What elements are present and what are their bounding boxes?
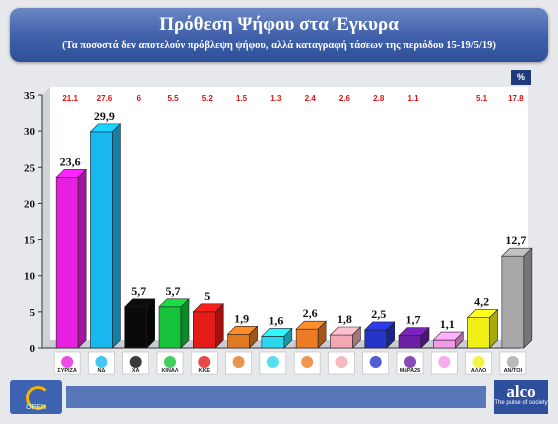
party-logo-mark [438, 356, 450, 368]
bar [159, 307, 181, 348]
party-logo-mark [95, 356, 107, 368]
category-label: ΣΥΡΙΖΑ [57, 368, 77, 374]
bar-value-label: 12,7 [505, 233, 526, 247]
party-logo-mark [130, 356, 142, 368]
bar [296, 329, 318, 348]
bar [399, 336, 421, 348]
category-label: ΚΙΝΑΛ [161, 368, 178, 374]
previous-value-label: 1.3 [270, 94, 282, 103]
party-logo-mark [370, 356, 382, 368]
previous-value-label: 5.2 [202, 94, 214, 103]
open-logo-icon: OPEN [10, 380, 62, 414]
alco-logo: alco The pulse of society [494, 380, 548, 414]
category-label: ΚΚΕ [198, 368, 210, 374]
previous-value-label: 27.6 [97, 94, 113, 103]
party-logo-mark [164, 356, 176, 368]
footer-bar [66, 386, 486, 408]
previous-value-label: 2.4 [305, 94, 317, 103]
previous-value-label: 2.8 [373, 94, 385, 103]
bar [90, 132, 112, 348]
bar-value-label: 29,9 [94, 109, 115, 123]
footer: OPEN alco The pulse of society [10, 380, 548, 414]
previous-value-label: 5.1 [476, 94, 488, 103]
y-tick-label: 10 [24, 271, 36, 283]
previous-value-label: 1.1 [407, 94, 419, 103]
bar [125, 307, 147, 348]
category-label: ΜέΡΑ25 [400, 368, 420, 374]
bar-value-label: 1,6 [268, 313, 283, 327]
open-logo-text: OPEN [10, 404, 62, 411]
bar-value-label: 1,9 [234, 311, 249, 325]
bar-side [215, 304, 223, 348]
bar [468, 318, 490, 348]
bar-value-label: 1,7 [406, 313, 421, 327]
alco-logo-tagline: The pulse of society [494, 400, 548, 406]
party-logo-mark [335, 356, 347, 368]
bar-side [524, 248, 532, 348]
bar-side [181, 299, 189, 348]
alco-logo-name: alco [494, 382, 548, 402]
y-tick-label: 35 [24, 90, 36, 102]
bar-value-label: 5 [204, 289, 210, 303]
bar-side [112, 124, 120, 348]
party-logo-mark [507, 356, 519, 368]
party-logo-mark [198, 356, 210, 368]
plot-area [50, 87, 528, 340]
party-logo-mark [404, 356, 416, 368]
party-logo-mark [301, 356, 313, 368]
y-tick-label: 5 [30, 307, 36, 319]
bar [502, 256, 524, 348]
bar-value-label: 1,1 [440, 317, 455, 331]
category-label: ΧΑ [132, 368, 140, 374]
category-label: ΝΔ [97, 368, 105, 374]
y-tick-label: 25 [24, 162, 36, 174]
bar-value-label: 5,7 [166, 284, 181, 298]
previous-value-label: 6 [136, 94, 141, 103]
bar-value-label: 23,6 [60, 154, 81, 168]
bar-value-label: 1,8 [337, 312, 352, 326]
bar [262, 336, 284, 348]
bar-value-label: 5,7 [131, 284, 146, 298]
party-logo-mark [267, 356, 279, 368]
category-label: ΑΛΛΟ [471, 368, 487, 374]
y-tick-label: 0 [30, 343, 36, 355]
previous-value-label: 2.6 [339, 94, 351, 103]
y-tick-label: 20 [24, 198, 36, 210]
bar-side [78, 169, 86, 348]
bar [365, 330, 387, 348]
bar [228, 334, 250, 348]
bar [56, 177, 78, 348]
bar-side [147, 299, 155, 348]
party-logo-mark [473, 356, 485, 368]
bar-value-label: 2,6 [303, 306, 318, 320]
bar [433, 340, 455, 348]
party-logo-mark [61, 356, 73, 368]
party-logo-mark [233, 356, 245, 368]
previous-value-label: 5.5 [167, 94, 179, 103]
axis-wall [42, 87, 50, 348]
bar [193, 312, 215, 348]
previous-value-label: 17.8 [508, 94, 524, 103]
category-label: ΑΝ/ΤΟΙ [504, 368, 523, 374]
y-tick-label: 30 [24, 126, 36, 138]
previous-value-label: 21.1 [62, 94, 78, 103]
bar [330, 335, 352, 348]
bar-value-label: 4,2 [474, 295, 489, 309]
y-tick-label: 15 [24, 235, 36, 247]
previous-value-label: 1.5 [236, 94, 248, 103]
bar-value-label: 2,5 [371, 307, 386, 321]
